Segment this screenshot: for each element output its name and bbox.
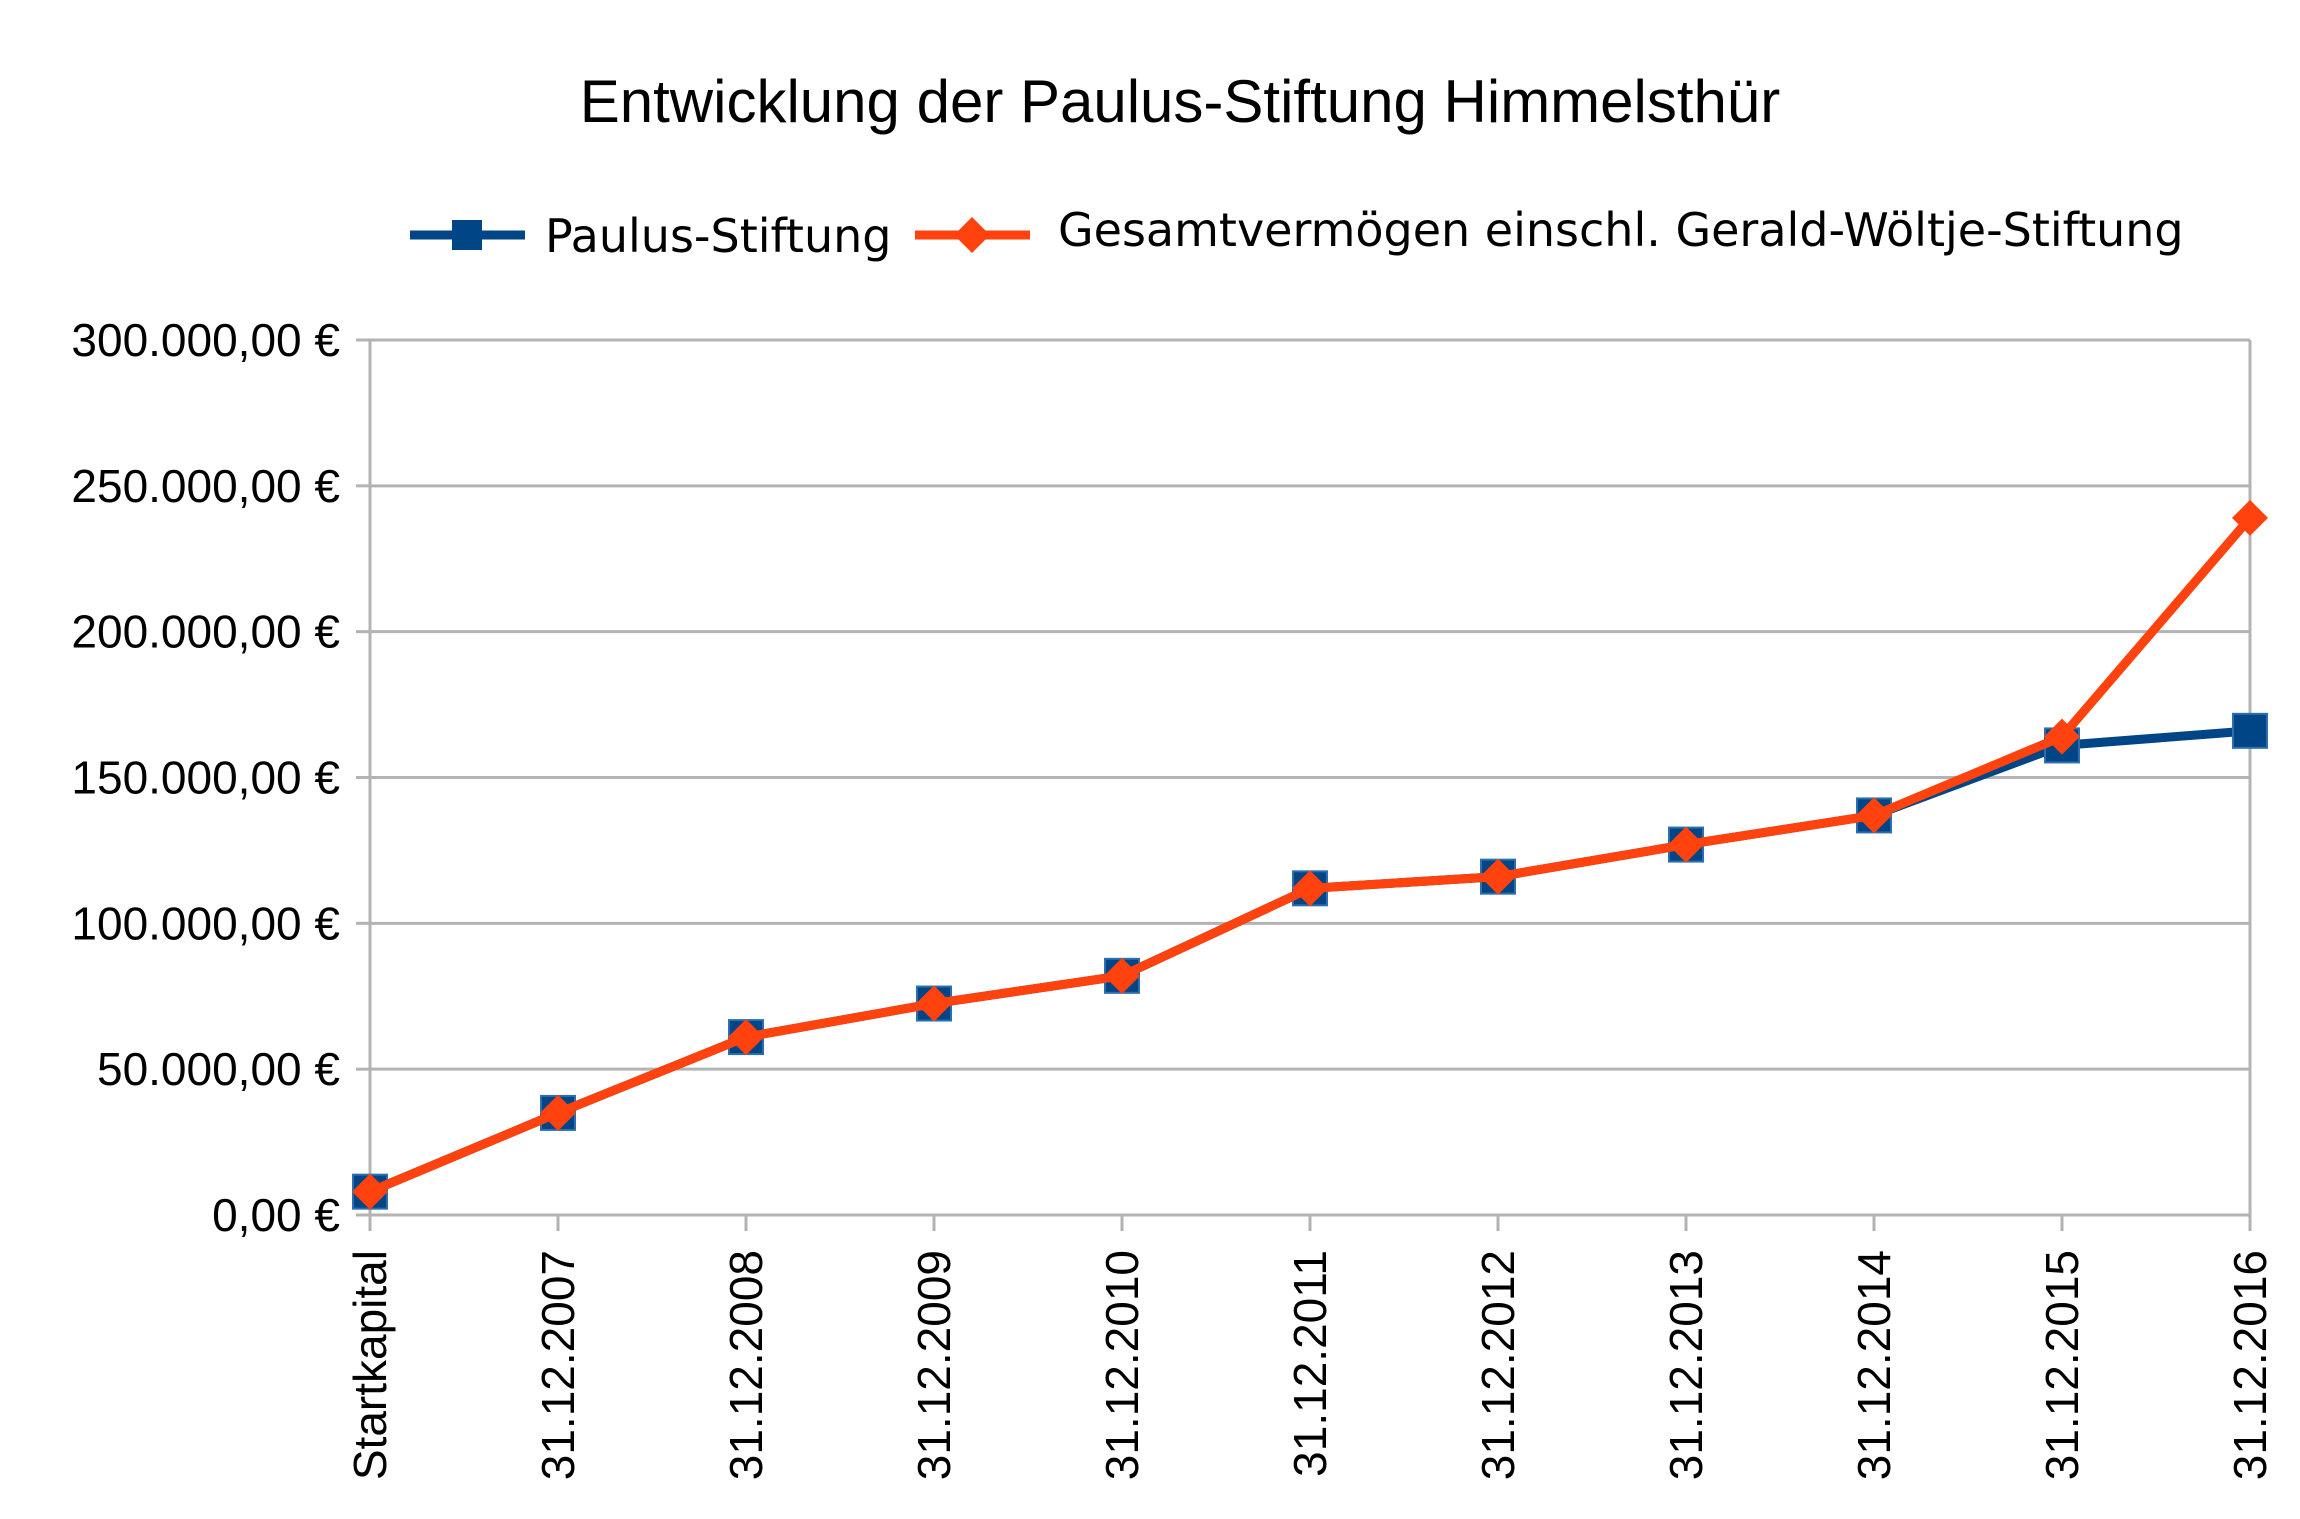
x-tick-label-8: 31.12.2014 [1848, 1250, 1900, 1480]
series-1-point-3 [916, 985, 952, 1022]
legend-item-gesamt: Gesamtvermögen einschl. Gerald-Wöltje-St… [915, 203, 2184, 257]
legend-label-paulus: Paulus-Stiftung [545, 209, 891, 263]
series-1-point-8 [1856, 797, 1892, 834]
x-tick-label-4: 31.12.2010 [1096, 1250, 1148, 1480]
legend-marker-gesamt [954, 217, 990, 253]
y-tick-label-4: 200.000,00 € [71, 606, 340, 658]
chart-title: Entwicklung der Paulus-Stiftung Himmelst… [580, 68, 1781, 135]
x-axis-ticks: Startkapital 31.12.2007 31.12.2008 31.12.20… [344, 1215, 2276, 1480]
x-tick-label-3: 31.12.2009 [908, 1250, 960, 1480]
x-tick-label-1: 31.12.2007 [532, 1250, 584, 1480]
legend: Paulus-Stiftung Gesamtvermögen einschl. … [410, 203, 2184, 263]
series-1-point-5 [1292, 870, 1328, 907]
y-axis-ticks: 0,00 € 50.000,00 € 100.000,00 € 150.000,00 … [71, 314, 370, 1241]
y-tick-label-6: 300.000,00 € [71, 314, 340, 366]
series-1-point-9 [2044, 718, 2080, 755]
x-tick-label-0: Startkapital [344, 1250, 396, 1480]
y-tick-label-0: 0,00 € [212, 1189, 340, 1241]
series-line-1 [365, 513, 2255, 1197]
y-tick-label-1: 50.000,00 € [97, 1043, 340, 1095]
series-1-point-7 [1668, 826, 1704, 863]
series-1-point-2 [728, 1019, 764, 1056]
x-tick-label-9: 31.12.2015 [2036, 1250, 2088, 1480]
series-line-0 [365, 726, 2255, 1197]
gridlines [370, 338, 2250, 1217]
y-tick-label-2: 100.000,00 € [71, 897, 340, 949]
series-1-point-4 [1104, 957, 1140, 994]
legend-label-gesamt: Gesamtvermögen einschl. Gerald-Wöltje-St… [1058, 203, 2184, 257]
y-tick-label-3: 150.000,00 € [71, 752, 340, 804]
x-tick-label-2: 31.12.2008 [720, 1250, 772, 1480]
legend-marker-paulus [452, 220, 482, 250]
y-tick-label-5: 250.000,00 € [71, 460, 340, 512]
series-layer [352, 499, 2268, 1210]
x-tick-label-7: 31.12.2013 [1660, 1250, 1712, 1480]
x-tick-label-6: 31.12.2012 [1472, 1250, 1524, 1480]
x-tick-label-10: 31.12.2016 [2224, 1250, 2276, 1480]
series-1-point-10 [2232, 499, 2268, 536]
x-tick-label-5: 31.12.2011 [1284, 1250, 1336, 1477]
series-1-point-0 [352, 1173, 388, 1210]
series-1-point-1 [540, 1094, 576, 1131]
series-0-point-10 [2232, 712, 2268, 749]
legend-item-paulus: Paulus-Stiftung [410, 209, 891, 263]
series-1-point-6 [1480, 858, 1516, 895]
